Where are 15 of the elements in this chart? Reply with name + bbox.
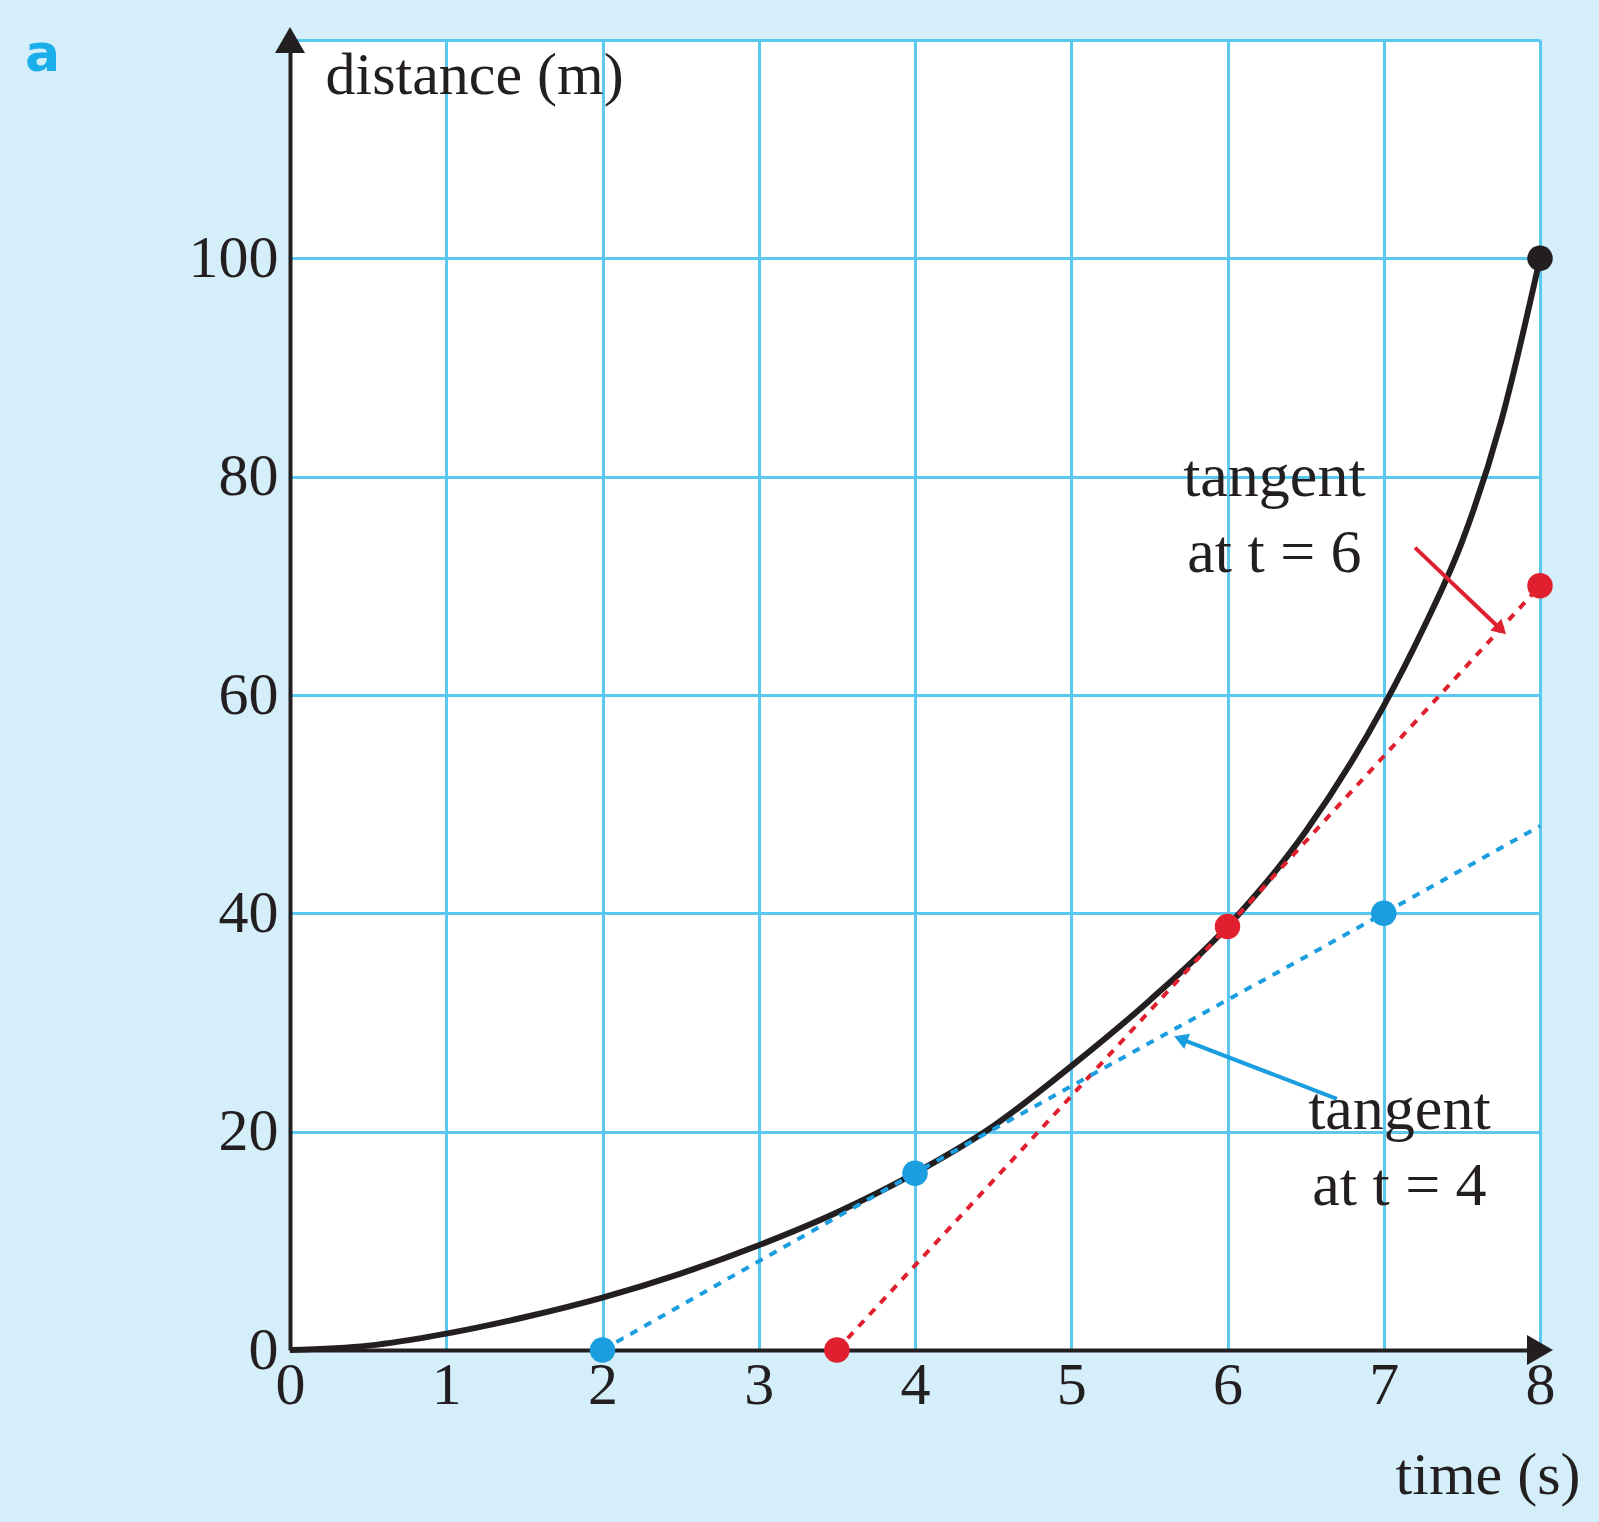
x-tick-label: 5 [1056, 1350, 1087, 1417]
y-tick-label: 20 [218, 1097, 279, 1164]
x-tick-label: 2 [588, 1350, 618, 1417]
x-tick-label: 7 [1369, 1350, 1400, 1417]
text: a [25, 23, 61, 83]
y-tick-label: 60 [218, 660, 279, 727]
y-tick-label: 40 [218, 878, 279, 945]
x-tick-label: 8 [1525, 1350, 1556, 1417]
x-tick-label: 3 [744, 1350, 775, 1417]
x-tick-label: 1 [431, 1350, 462, 1417]
y-tick-label: 100 [188, 223, 279, 290]
y-tick-label: 80 [218, 442, 279, 509]
x-tick-label: 6 [1213, 1350, 1243, 1417]
x-tick-label: 4 [900, 1350, 931, 1417]
x-axis-title: time (s) [1395, 1440, 1581, 1507]
